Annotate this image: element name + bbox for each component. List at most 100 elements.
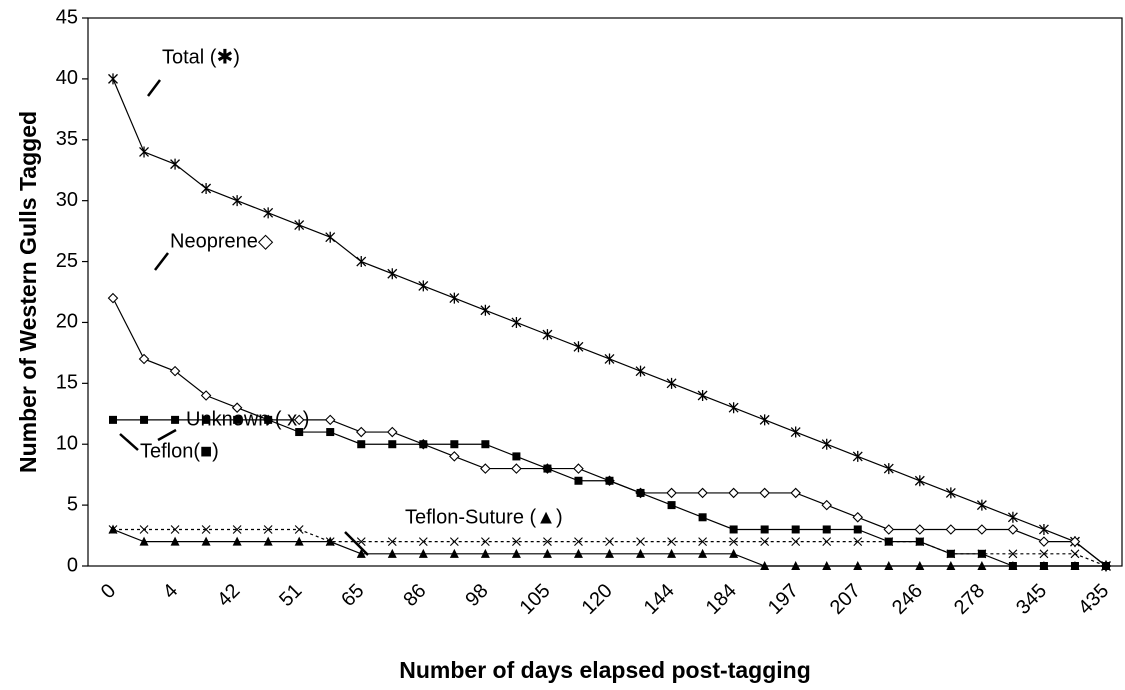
marker bbox=[419, 440, 428, 449]
marker bbox=[294, 536, 304, 546]
y-tick-label: 25 bbox=[56, 250, 78, 272]
leader-line bbox=[147, 79, 161, 97]
marker bbox=[200, 390, 212, 401]
marker bbox=[976, 524, 988, 535]
x-axis-title: Number of days elapsed post-tagging bbox=[399, 657, 811, 683]
marker bbox=[170, 536, 180, 546]
leader-line bbox=[119, 433, 139, 451]
marker bbox=[232, 536, 242, 546]
x-tick-label: 0 bbox=[97, 580, 120, 603]
marker bbox=[201, 525, 211, 534]
marker bbox=[356, 548, 366, 558]
marker bbox=[169, 365, 181, 377]
series-line bbox=[112, 297, 1107, 567]
marker bbox=[605, 548, 614, 558]
marker bbox=[542, 329, 553, 341]
plot-frame bbox=[87, 17, 1123, 567]
marker bbox=[511, 316, 522, 328]
y-tick-label: 10 bbox=[56, 433, 78, 455]
marker bbox=[108, 73, 118, 85]
marker bbox=[511, 548, 521, 558]
marker bbox=[729, 537, 739, 547]
marker bbox=[449, 292, 460, 304]
marker bbox=[884, 537, 894, 547]
marker bbox=[977, 549, 987, 559]
marker bbox=[822, 561, 832, 570]
annotation: Unknown ( x ) bbox=[186, 408, 309, 430]
marker bbox=[1039, 561, 1049, 570]
marker bbox=[1069, 536, 1081, 547]
marker bbox=[791, 537, 801, 547]
annotation: Neoprene◇ bbox=[170, 230, 274, 252]
marker bbox=[697, 390, 708, 402]
marker bbox=[574, 537, 583, 547]
marker bbox=[233, 415, 242, 424]
marker bbox=[574, 476, 583, 485]
marker bbox=[139, 146, 149, 158]
marker bbox=[480, 537, 490, 547]
marker bbox=[946, 561, 956, 570]
marker bbox=[202, 415, 211, 424]
marker bbox=[1007, 511, 1018, 523]
marker bbox=[636, 537, 645, 547]
x-tick-label: 207 bbox=[826, 580, 865, 619]
marker bbox=[573, 548, 583, 558]
leader-line bbox=[154, 252, 169, 271]
marker bbox=[324, 414, 336, 426]
marker bbox=[387, 426, 398, 438]
x-tick-label: 144 bbox=[640, 580, 679, 619]
y-tick-label: 5 bbox=[67, 493, 78, 515]
marker bbox=[853, 525, 862, 534]
marker bbox=[667, 501, 676, 510]
marker bbox=[946, 549, 956, 559]
marker bbox=[605, 537, 614, 547]
x-tick-label: 98 bbox=[461, 580, 492, 611]
marker bbox=[418, 548, 428, 558]
marker bbox=[760, 537, 770, 547]
marker bbox=[822, 537, 832, 547]
marker bbox=[573, 463, 584, 474]
marker bbox=[481, 440, 490, 449]
marker bbox=[387, 548, 397, 558]
marker bbox=[822, 525, 831, 534]
marker bbox=[201, 536, 211, 546]
marker bbox=[388, 440, 397, 449]
marker bbox=[729, 525, 738, 534]
marker bbox=[914, 524, 926, 535]
marker bbox=[604, 353, 615, 365]
marker bbox=[418, 537, 428, 547]
marker bbox=[976, 499, 987, 511]
marker bbox=[140, 415, 149, 424]
marker bbox=[790, 426, 801, 438]
marker bbox=[1101, 561, 1111, 570]
marker bbox=[418, 280, 429, 292]
marker bbox=[636, 548, 646, 558]
marker bbox=[357, 440, 366, 449]
marker bbox=[170, 525, 180, 534]
marker bbox=[449, 451, 460, 462]
marker bbox=[883, 463, 894, 475]
x-tick-label: 51 bbox=[275, 580, 306, 611]
marker bbox=[945, 524, 957, 535]
x-tick-label: 105 bbox=[516, 580, 555, 619]
y-tick-label: 40 bbox=[56, 67, 78, 89]
x-tick-label: 197 bbox=[764, 580, 803, 619]
x-tick-label: 246 bbox=[888, 580, 927, 619]
marker bbox=[231, 402, 243, 413]
marker bbox=[1007, 524, 1019, 535]
y-tick-label: 20 bbox=[56, 311, 78, 333]
marker bbox=[109, 415, 117, 424]
marker bbox=[449, 537, 459, 547]
marker bbox=[698, 537, 707, 547]
marker bbox=[263, 207, 274, 219]
x-tick-label: 435 bbox=[1074, 580, 1113, 619]
y-tick-label: 15 bbox=[56, 372, 78, 394]
x-tick-label: 86 bbox=[399, 580, 430, 611]
marker bbox=[853, 537, 863, 547]
marker bbox=[915, 537, 925, 547]
y-tick-label: 0 bbox=[67, 554, 78, 576]
marker bbox=[1039, 549, 1049, 559]
marker bbox=[791, 561, 801, 570]
marker bbox=[853, 561, 863, 570]
